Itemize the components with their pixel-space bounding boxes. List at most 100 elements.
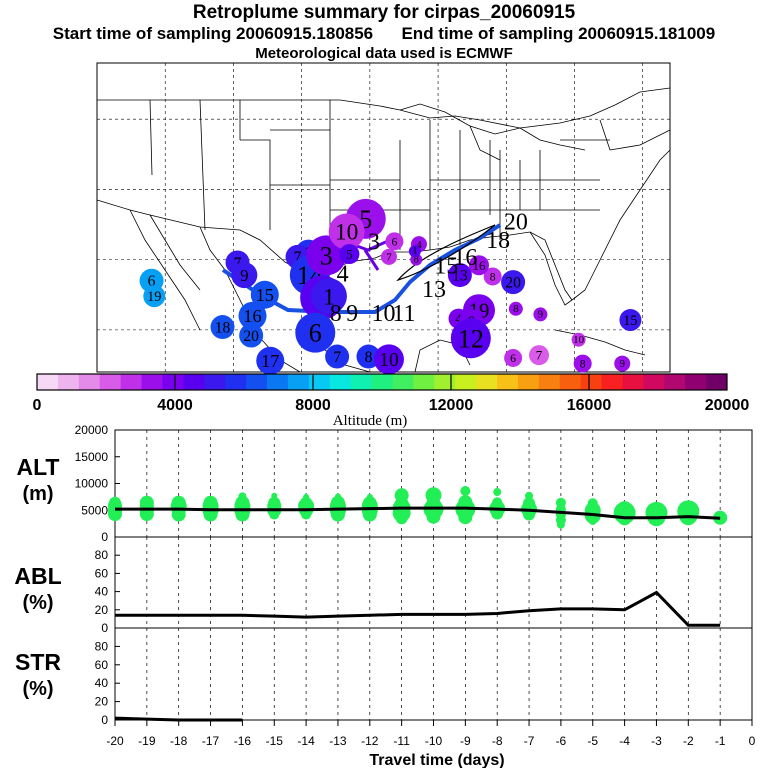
y-tick-label: 5000 xyxy=(81,503,108,517)
map-marker-label: 8 xyxy=(365,349,373,366)
colorbar-swatch xyxy=(330,374,351,390)
colorbar-swatch xyxy=(413,374,434,390)
x-tick-label: -17 xyxy=(202,734,220,748)
map-panel: 9761918201615177914346151067488201319461… xyxy=(97,63,670,375)
colorbar-swatch xyxy=(183,374,204,390)
x-tick-label: -14 xyxy=(297,734,315,748)
colorbar-swatch xyxy=(121,374,142,390)
map-marker-label: 1 xyxy=(412,245,418,257)
y-tick-label: 40 xyxy=(95,676,109,690)
y-tick-label: 60 xyxy=(95,658,109,672)
x-tick-label: -1 xyxy=(715,734,726,748)
colorbar-swatch xyxy=(309,374,330,390)
alt-scatter-point xyxy=(645,502,667,524)
x-tick-label: -19 xyxy=(138,734,156,748)
y-tick-label: 20 xyxy=(95,603,109,617)
colorbar-tick-label: 0 xyxy=(33,397,42,414)
colorbar-label: Altitude (m) xyxy=(333,413,408,429)
colorbar-swatch xyxy=(351,374,372,390)
alt-scatter-point xyxy=(303,494,309,500)
colorbar-swatch xyxy=(476,374,497,390)
x-tick-label: -18 xyxy=(170,734,188,748)
map-marker-label: 8 xyxy=(513,303,519,315)
map-marker-label: 3 xyxy=(320,241,333,270)
colorbar-swatch xyxy=(79,374,100,390)
alt-scatter-point xyxy=(335,493,341,499)
series-line xyxy=(115,593,720,626)
colorbar-swatch xyxy=(246,374,267,390)
colorbar-swatch xyxy=(434,374,455,390)
y-tick-label: 0 xyxy=(101,621,108,635)
series-line xyxy=(115,718,242,720)
map-marker-label: 9 xyxy=(538,309,544,321)
colorbar-swatch xyxy=(58,374,79,390)
y-tick-label: 10000 xyxy=(75,477,109,491)
colorbar-swatch xyxy=(643,374,664,390)
colorbar-swatch xyxy=(706,374,727,390)
colorbar-swatch xyxy=(142,374,163,390)
alt-scatter-point xyxy=(395,488,409,502)
map-marker-label: 6 xyxy=(391,235,397,248)
alt-scatter-point xyxy=(493,488,501,496)
route-label: 4 xyxy=(337,262,349,288)
colorbar-swatch xyxy=(392,374,413,390)
map-marker-label: 17 xyxy=(261,351,279,371)
retroplume-figure: 9761918201615177914346151067488201319461… xyxy=(0,0,768,768)
abl-unit: (%) xyxy=(22,592,53,614)
colorbar-tick-label: 4000 xyxy=(157,397,193,414)
colorbar-swatch xyxy=(539,374,560,390)
colorbar-swatch xyxy=(560,374,581,390)
colorbar-swatch xyxy=(455,374,476,390)
alt-scatter-point xyxy=(271,493,277,499)
x-tick-label: 0 xyxy=(749,734,756,748)
colorbar-swatch xyxy=(204,374,225,390)
map-marker-label: 6 xyxy=(309,319,322,348)
colorbar-tick-label: 8000 xyxy=(295,397,331,414)
colorbar-swatch xyxy=(664,374,685,390)
colorbar-swatch xyxy=(100,374,121,390)
x-tick-label: -11 xyxy=(393,734,410,748)
alt-label: ALT xyxy=(16,454,59,480)
map-marker-label: 10 xyxy=(379,350,399,371)
alt-scatter-point xyxy=(238,492,246,500)
y-tick-label: 0 xyxy=(101,530,108,544)
route-label: 3 xyxy=(368,229,380,255)
route-label: 16 xyxy=(453,245,477,271)
y-tick-label: 0 xyxy=(101,713,108,727)
y-tick-label: 15000 xyxy=(75,450,109,464)
map-marker-label: 20 xyxy=(505,275,521,292)
x-tick-label: -13 xyxy=(329,734,347,748)
colorbar-tick-label: 12000 xyxy=(429,397,474,414)
map-marker-label: 10 xyxy=(335,220,358,246)
map-marker-label: 15 xyxy=(256,285,274,305)
alt-scatter-point xyxy=(426,487,442,503)
route-label: 8 xyxy=(330,301,342,327)
map-marker-label: 20 xyxy=(243,328,259,345)
colorbar-swatch xyxy=(372,374,393,390)
map-marker-label: 16 xyxy=(243,306,261,326)
map-marker-label: 10 xyxy=(573,334,585,346)
alt-scatter-point xyxy=(492,497,502,507)
x-tick-label: -9 xyxy=(460,734,471,748)
route-label: 20 xyxy=(504,210,528,236)
alt-scatter-point xyxy=(556,498,566,508)
colorbar-swatch xyxy=(581,374,602,390)
x-tick-label: -20 xyxy=(106,734,124,748)
route-label: 13 xyxy=(422,277,446,303)
x-axis-title: Travel time (days) xyxy=(369,752,504,768)
map-marker-label: 8 xyxy=(580,358,586,371)
map-marker-label: 7 xyxy=(386,251,392,263)
alt-scatter-point xyxy=(367,494,373,500)
x-tick-label: -6 xyxy=(556,734,567,748)
colorbar-swatch xyxy=(288,374,309,390)
alt-scatter-point xyxy=(172,496,186,510)
x-tick-label: -2 xyxy=(683,734,694,748)
alt-scatter-point xyxy=(525,492,533,500)
colorbar-swatch xyxy=(602,374,623,390)
altitude-colorbar: 040008000120001600020000 xyxy=(33,374,750,414)
y-tick-label: 20 xyxy=(95,695,109,709)
alt-scatter-point xyxy=(204,496,218,510)
map-marker-label: 7 xyxy=(333,349,341,366)
map-marker-label: 5 xyxy=(346,247,353,262)
x-tick-label: -3 xyxy=(651,734,662,748)
